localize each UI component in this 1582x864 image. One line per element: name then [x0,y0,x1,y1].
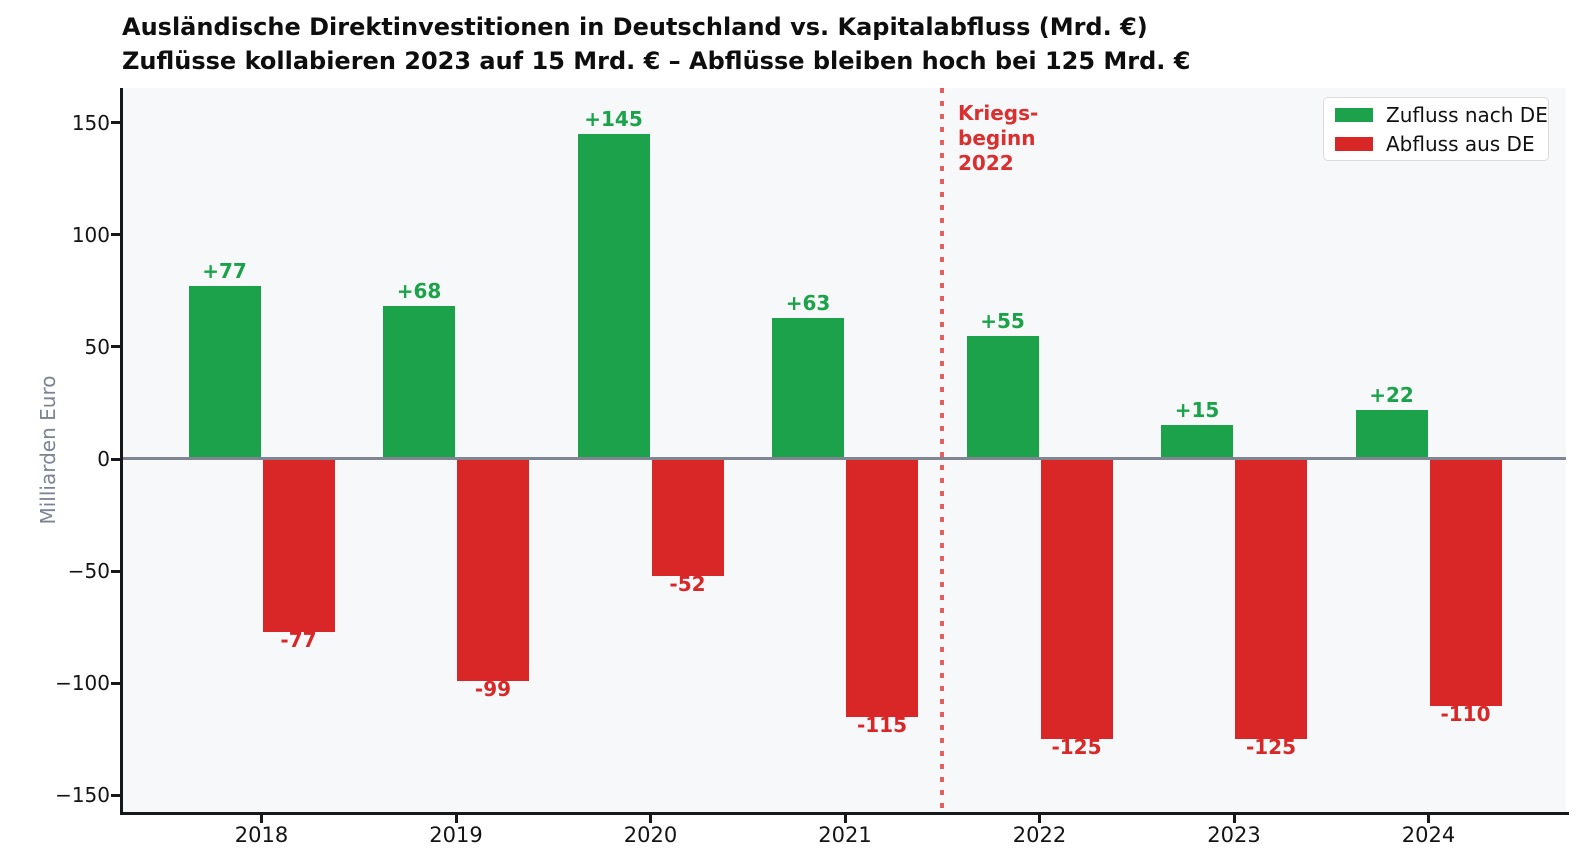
y-tick-label: −100 [55,671,110,696]
bar-abfluss-2020 [651,459,724,576]
bar-value-label: +22 [1369,382,1414,407]
legend-item-zufluss: Zufluss nach DE [1335,103,1548,127]
x-tick-mark [649,813,652,823]
legend-item-abfluss: Abfluss aus DE [1335,132,1548,156]
bar-abfluss-2023 [1235,459,1307,740]
y-axis-spine [120,88,123,815]
y-tick-label: 150 [71,110,110,135]
x-tick-label: 2024 [1401,823,1456,847]
y-tick-mark [111,457,121,461]
bar-zufluss-2020 [577,133,650,459]
chart-subtitle: Zuflüsse kollabieren 2023 auf 15 Mrd. € … [122,47,1191,75]
bar-value-label: +68 [396,279,442,304]
y-tick-mark [111,793,121,797]
legend-label-abfluss: Abfluss aus DE [1386,131,1535,156]
y-tick-label: 50 [84,334,110,359]
x-tick-mark [260,813,263,823]
war-annotation-line1: Kriegs- [958,101,1039,125]
chart-title: Ausländische Direktinvestitionen in Deut… [122,13,1148,41]
legend: Zufluss nach DE Abfluss aus DE [1323,97,1549,161]
bar-zufluss-2019 [383,306,455,459]
x-tick-label: 2018 [234,823,289,847]
bar-value-label: -52 [669,571,706,596]
y-tick-label: −50 [67,559,110,584]
bar-value-label: -77 [280,627,317,652]
war-annotation-line3: 2022 [958,151,1014,175]
legend-swatch-green-icon [1335,107,1373,122]
bar-abfluss-2018 [262,459,335,632]
x-tick-label: 2022 [1012,823,1067,847]
war-annotation-line2: beginn [958,126,1036,150]
legend-swatch-red-icon [1335,136,1373,151]
bar-value-label: +145 [584,106,643,131]
y-tick-label: 100 [71,222,110,247]
bar-value-label: +63 [785,290,831,315]
y-tick-label: −150 [55,783,110,808]
y-tick-mark [111,233,121,237]
y-tick-mark [111,121,121,124]
x-tick-label: 2020 [623,823,678,847]
x-tick-label: 2021 [818,823,872,847]
bar-value-label: -99 [474,677,512,702]
y-tick-mark [111,345,121,349]
bar-abfluss-2022 [1040,459,1113,740]
x-axis-spine [120,812,1569,815]
y-tick-label: 0 [97,447,110,471]
x-tick-mark [1038,813,1041,823]
bar-value-label: +15 [1174,398,1220,423]
bar-value-label: -125 [1051,735,1102,760]
x-tick-mark [1232,813,1236,823]
bar-abfluss-2021 [846,459,918,717]
bar-abfluss-2019 [457,459,529,682]
x-tick-label: 2023 [1207,823,1261,847]
plot-area [122,88,1566,813]
zero-axis-line [122,457,1566,460]
x-tick-mark [843,813,847,823]
bar-value-label: +77 [202,259,247,284]
chart-title-block: Ausländische Direktinvestitionen in Deut… [122,10,1190,78]
war-annotation: Kriegs- beginn 2022 [958,101,1038,176]
x-tick-mark [1427,813,1430,823]
bar-value-label: -110 [1440,701,1491,726]
war-start-vline [940,88,945,813]
x-tick-mark [454,813,458,823]
bar-zufluss-2021 [772,317,844,459]
legend-label-zufluss: Zufluss nach DE [1386,102,1548,127]
bar-zufluss-2023 [1161,425,1233,459]
bar-abfluss-2024 [1429,459,1502,706]
bar-zufluss-2022 [966,335,1039,459]
bar-zufluss-2024 [1355,409,1428,459]
x-tick-label: 2019 [429,823,483,847]
bar-value-label: +55 [980,308,1025,333]
bar-value-label: -125 [1245,735,1297,760]
y-tick-mark [111,569,121,573]
y-tick-mark [111,681,121,685]
bar-value-label: -115 [856,712,908,737]
bar-zufluss-2018 [188,286,261,459]
